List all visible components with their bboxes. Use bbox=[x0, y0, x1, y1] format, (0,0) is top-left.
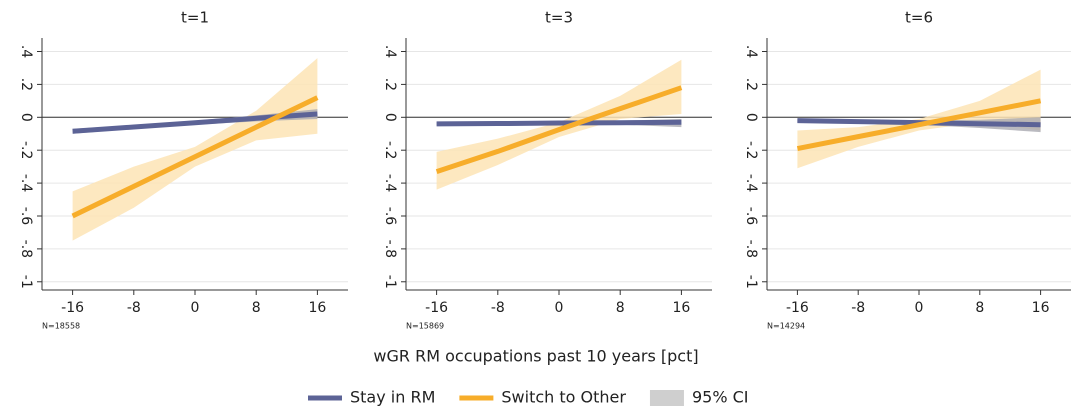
x-tick-label: 8 bbox=[975, 300, 984, 316]
y-tick-label: .2 bbox=[743, 78, 759, 91]
y-tick-label: .4 bbox=[743, 45, 759, 58]
y-tick-label: -.8 bbox=[382, 240, 398, 258]
sample-note: N=14294 bbox=[767, 322, 805, 331]
y-tick-label: -.8 bbox=[18, 240, 34, 258]
x-axis-label: wGR RM occupations past 10 years [pct] bbox=[373, 347, 698, 366]
y-tick-label: .4 bbox=[18, 45, 34, 58]
sample-note: N=15869 bbox=[406, 322, 444, 331]
series-line bbox=[435, 85, 683, 174]
y-tick-label: 0 bbox=[18, 113, 34, 122]
x-tick-label: 8 bbox=[616, 300, 625, 316]
y-tick-label: -.6 bbox=[18, 207, 34, 226]
x-tick-label: 16 bbox=[672, 300, 690, 316]
y-tick-label: 0 bbox=[382, 113, 398, 122]
x-tick-label: 0 bbox=[191, 300, 200, 316]
y-tick-label: .2 bbox=[18, 78, 34, 91]
y-tick-label: -.8 bbox=[743, 240, 759, 258]
y-tick-label: -.2 bbox=[382, 141, 398, 159]
ci-band bbox=[797, 69, 1041, 169]
x-tick-label: -16 bbox=[425, 300, 448, 316]
x-tick-label: 0 bbox=[915, 300, 924, 316]
y-tick-label: -.2 bbox=[743, 141, 759, 159]
x-tick-label: -8 bbox=[851, 300, 865, 316]
y-tick-label: -.4 bbox=[743, 174, 759, 193]
legend-swatch bbox=[649, 390, 684, 406]
y-tick-label: .4 bbox=[382, 45, 398, 58]
x-tick-label: 8 bbox=[252, 300, 261, 316]
y-tick-label: -.6 bbox=[743, 207, 759, 226]
series-line bbox=[71, 95, 319, 219]
y-tick-label: -.2 bbox=[18, 141, 34, 159]
y-tick-label: -1 bbox=[743, 275, 759, 289]
legend-label: 95% CI bbox=[692, 388, 749, 407]
x-tick-label: -16 bbox=[786, 300, 809, 316]
legend-label: Switch to Other bbox=[501, 388, 626, 407]
x-tick-label: 16 bbox=[308, 300, 326, 316]
y-tick-label: -.4 bbox=[382, 174, 398, 193]
x-tick-label: 0 bbox=[555, 300, 564, 316]
y-tick-label: -1 bbox=[382, 275, 398, 289]
ci-band bbox=[72, 58, 318, 241]
legend-label: Stay in RM bbox=[350, 388, 435, 407]
panel-title: t=6 bbox=[905, 9, 933, 27]
x-tick-label: -8 bbox=[127, 300, 141, 316]
x-tick-label: -8 bbox=[491, 300, 505, 316]
series-line bbox=[436, 119, 682, 127]
sample-note: N=18558 bbox=[42, 322, 80, 331]
x-tick-label: 16 bbox=[1032, 300, 1050, 316]
panel-title: t=1 bbox=[181, 9, 209, 27]
y-tick-label: -.6 bbox=[382, 207, 398, 226]
y-tick-label: .2 bbox=[382, 78, 398, 91]
series-line bbox=[796, 98, 1042, 152]
y-tick-label: -.4 bbox=[18, 174, 34, 193]
x-tick-label: -16 bbox=[61, 300, 84, 316]
y-tick-label: 0 bbox=[743, 113, 759, 122]
y-tick-label: -1 bbox=[18, 275, 34, 289]
panel-title: t=3 bbox=[545, 9, 573, 27]
